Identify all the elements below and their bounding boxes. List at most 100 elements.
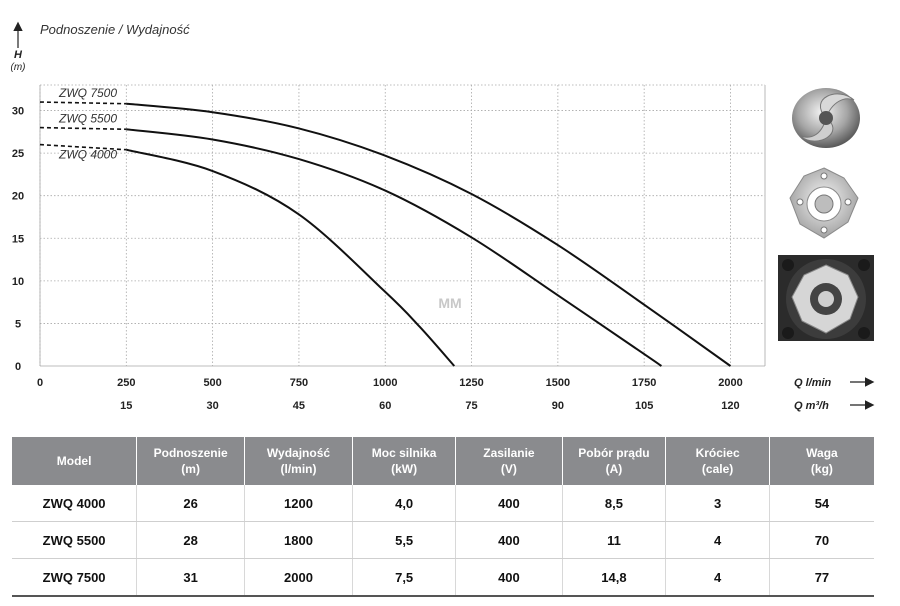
table-cell: 1800 [244,521,353,559]
series-line-dashed [39,126,127,131]
table-cell: 31 [136,558,246,597]
x2-tick-labels: 15 30 45 60 75 90 105 120 [120,400,739,412]
x-tick-label: 2000 [718,377,742,389]
series-label: ZWQ 4000 [58,148,117,162]
series-line-dashed [39,101,127,105]
y-tick-label: 30 [12,106,24,118]
table-cell: 11 [562,521,667,559]
table-cell: 4,0 [352,485,457,522]
series-line [126,148,456,367]
table-cell: 400 [455,558,563,597]
x-tick-labels: 0 250 500 750 1000 1250 1500 1750 2000 [37,377,743,389]
table-cell: 2000 [244,558,353,597]
x-tick-label: 0 [37,377,43,389]
table-cell: 5,5 [352,521,457,559]
header-label: Model [56,454,92,468]
table-cell: 14,8 [562,558,667,597]
impeller-icon [788,78,864,156]
table-cell: 7,5 [352,558,457,597]
x2-tick-label: 120 [721,400,739,412]
table-cell: 77 [769,558,874,597]
y-tick-label: 15 [12,233,24,245]
table-row: ZWQ 4000 26 1200 4,0 400 8,5 3 54 [12,485,874,522]
table-cell: ZWQ 4000 [12,485,138,522]
header-label: Podnoszenie [153,446,228,460]
table-header-cell: Moc silnika (kW) [352,437,457,485]
y-tick-label: 5 [15,318,21,330]
series-labels: ZWQ 7500 ZWQ 5500 ZWQ 4000 [58,86,117,162]
series-line [126,102,732,367]
x-axis-label: Q l/min [794,377,832,389]
table-cell: 26 [136,485,246,522]
table-cell: 1200 [244,485,353,522]
table-header-cell: Podnoszenie (m) [136,437,246,485]
table-cell: 4 [665,558,770,597]
table-cell: 70 [769,521,874,559]
x-tick-label: 500 [203,377,221,389]
series-lines [39,101,732,367]
table-cell: 54 [769,485,874,522]
header-label: Moc silnika [371,446,437,460]
table-header-cell: Pobór prądu (A) [562,437,667,485]
y-tick-label: 20 [12,191,24,203]
pump-curve-chart: Podnoszenie / Wydajność H (m) 0 5 10 15 20 25… [11,21,875,412]
table-header-cell: Króciec (cale) [665,437,770,485]
table-row: ZWQ 5500 28 1800 5,5 400 11 4 70 [12,521,874,559]
header-label: Pobór prądu [578,446,650,460]
x2-tick-label: 105 [635,400,653,412]
table-cell: 3 [665,485,770,522]
series-label: ZWQ 7500 [58,86,117,100]
table-cell: 4 [665,521,770,559]
header-label: Wydajność [266,446,331,460]
y-axis-unit: (m) [11,62,26,73]
y-tick-labels: 0 5 10 15 20 25 30 [12,106,24,373]
x2-tick-label: 15 [120,400,132,412]
x-tick-label: 1500 [546,377,570,389]
x2-axis-label: Q m³/h [794,400,829,412]
cutter-plate-icon [789,167,859,239]
table-header-cell: Model [12,437,138,485]
table-header-cell: Waga (kg) [769,437,874,485]
header-unit: (l/min) [280,462,317,476]
cutter-mounted-icon [778,255,874,341]
table-cell: 400 [455,521,563,559]
specs-table: Model Podnoszenie (m) Wydajność (l/min) Moc s… [12,437,874,597]
header-unit: (A) [605,462,623,476]
chart-title: Podnoszenie / Wydajność [40,22,190,37]
header-unit: (kg) [810,462,833,476]
table-cell: ZWQ 5500 [12,521,138,559]
header-unit: (V) [500,462,517,476]
table-cell: 28 [136,521,246,559]
table-header-cell: Wydajność (l/min) [244,437,353,485]
specs-table-body: ZWQ 4000 26 1200 4,0 400 8,5 3 54 ZWQ 5500 28 1800… [12,485,874,597]
y-tick-label: 0 [15,361,21,373]
header-unit: (cale) [701,462,734,476]
chart-grid [39,84,766,367]
watermark: MM [438,295,461,311]
x2-tick-label: 90 [552,400,564,412]
y-axis-label: H [14,49,23,61]
x-tick-label: 250 [117,377,135,389]
specs-table-header: Model Podnoszenie (m) Wydajność (l/min) Moc s… [12,437,874,485]
table-cell: 8,5 [562,485,667,522]
x2-tick-label: 60 [379,400,391,412]
x-tick-label: 1250 [459,377,483,389]
x-tick-label: 1000 [373,377,397,389]
series-line [126,128,662,367]
header-label: Waga [806,446,838,460]
y-tick-label: 10 [12,276,24,288]
x-tick-label: 750 [290,377,308,389]
table-cell: ZWQ 7500 [12,558,138,597]
table-cell: 400 [455,485,563,522]
series-line-dashed [39,143,127,151]
header-unit: (kW) [391,462,418,476]
table-row: ZWQ 7500 31 2000 7,5 400 14,8 4 77 [12,558,874,597]
header-unit: (m) [181,462,200,476]
x-tick-label: 1750 [632,377,656,389]
x2-tick-label: 30 [206,400,218,412]
table-header-cell: Zasilanie (V) [455,437,563,485]
y-tick-label: 25 [12,148,24,160]
x2-tick-label: 75 [465,400,477,412]
series-label: ZWQ 5500 [58,112,117,126]
x2-tick-label: 45 [293,400,305,412]
